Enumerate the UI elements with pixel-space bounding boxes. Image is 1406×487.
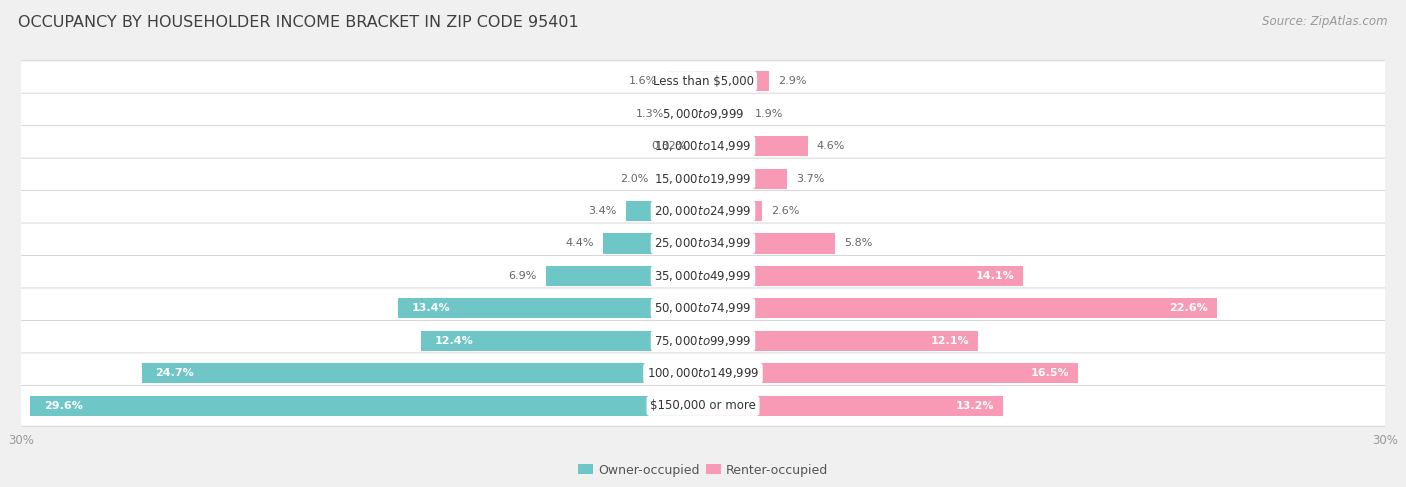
FancyBboxPatch shape: [13, 288, 1393, 329]
Text: 24.7%: 24.7%: [155, 368, 194, 378]
Text: $75,000 to $99,999: $75,000 to $99,999: [654, 334, 752, 348]
Text: 29.6%: 29.6%: [44, 401, 83, 411]
Text: $150,000 or more: $150,000 or more: [650, 399, 756, 412]
Bar: [703, 71, 769, 91]
FancyBboxPatch shape: [13, 126, 1393, 167]
Text: 0.32%: 0.32%: [651, 141, 686, 151]
Text: 12.4%: 12.4%: [434, 336, 474, 346]
Text: 1.6%: 1.6%: [630, 76, 658, 86]
Text: 14.1%: 14.1%: [976, 271, 1014, 281]
Bar: [703, 299, 1216, 318]
Text: 4.6%: 4.6%: [817, 141, 845, 151]
Text: Source: ZipAtlas.com: Source: ZipAtlas.com: [1263, 15, 1388, 28]
Text: 13.4%: 13.4%: [412, 303, 451, 314]
Bar: [703, 136, 807, 156]
Bar: [142, 363, 703, 383]
Bar: [30, 396, 703, 416]
Text: 4.4%: 4.4%: [565, 239, 593, 248]
Text: $5,000 to $9,999: $5,000 to $9,999: [662, 107, 744, 121]
Bar: [696, 136, 703, 156]
Text: $10,000 to $14,999: $10,000 to $14,999: [654, 139, 752, 153]
Bar: [546, 266, 703, 286]
Text: $100,000 to $149,999: $100,000 to $149,999: [647, 366, 759, 380]
Bar: [398, 299, 703, 318]
Bar: [703, 266, 1024, 286]
Bar: [658, 169, 703, 188]
Text: 3.7%: 3.7%: [796, 173, 824, 184]
Text: 1.3%: 1.3%: [636, 109, 665, 119]
FancyBboxPatch shape: [13, 353, 1393, 394]
Bar: [703, 331, 979, 351]
Text: 1.9%: 1.9%: [755, 109, 783, 119]
Text: 2.6%: 2.6%: [772, 206, 800, 216]
Text: $15,000 to $19,999: $15,000 to $19,999: [654, 171, 752, 186]
Text: OCCUPANCY BY HOUSEHOLDER INCOME BRACKET IN ZIP CODE 95401: OCCUPANCY BY HOUSEHOLDER INCOME BRACKET …: [18, 15, 579, 30]
Text: $25,000 to $34,999: $25,000 to $34,999: [654, 237, 752, 250]
Bar: [422, 331, 703, 351]
Text: $20,000 to $24,999: $20,000 to $24,999: [654, 204, 752, 218]
FancyBboxPatch shape: [13, 385, 1393, 426]
Bar: [626, 201, 703, 221]
FancyBboxPatch shape: [13, 61, 1393, 102]
Bar: [703, 201, 762, 221]
FancyBboxPatch shape: [13, 256, 1393, 297]
FancyBboxPatch shape: [13, 158, 1393, 199]
Text: $35,000 to $49,999: $35,000 to $49,999: [654, 269, 752, 283]
Text: 2.0%: 2.0%: [620, 173, 648, 184]
Text: 3.4%: 3.4%: [588, 206, 617, 216]
Text: Less than $5,000: Less than $5,000: [652, 75, 754, 88]
FancyBboxPatch shape: [13, 223, 1393, 264]
Bar: [703, 169, 787, 188]
Text: 6.9%: 6.9%: [509, 271, 537, 281]
Text: $50,000 to $74,999: $50,000 to $74,999: [654, 301, 752, 316]
Text: 5.8%: 5.8%: [844, 239, 872, 248]
Bar: [673, 104, 703, 124]
FancyBboxPatch shape: [13, 190, 1393, 231]
Bar: [703, 104, 747, 124]
Bar: [703, 233, 835, 254]
Bar: [666, 71, 703, 91]
Bar: [703, 396, 1002, 416]
FancyBboxPatch shape: [13, 320, 1393, 361]
Text: 22.6%: 22.6%: [1168, 303, 1208, 314]
Text: 2.9%: 2.9%: [778, 76, 807, 86]
Bar: [703, 363, 1078, 383]
Bar: [603, 233, 703, 254]
FancyBboxPatch shape: [13, 93, 1393, 134]
Text: 16.5%: 16.5%: [1031, 368, 1069, 378]
Text: 13.2%: 13.2%: [956, 401, 994, 411]
Text: 12.1%: 12.1%: [931, 336, 969, 346]
Legend: Owner-occupied, Renter-occupied: Owner-occupied, Renter-occupied: [574, 459, 832, 482]
